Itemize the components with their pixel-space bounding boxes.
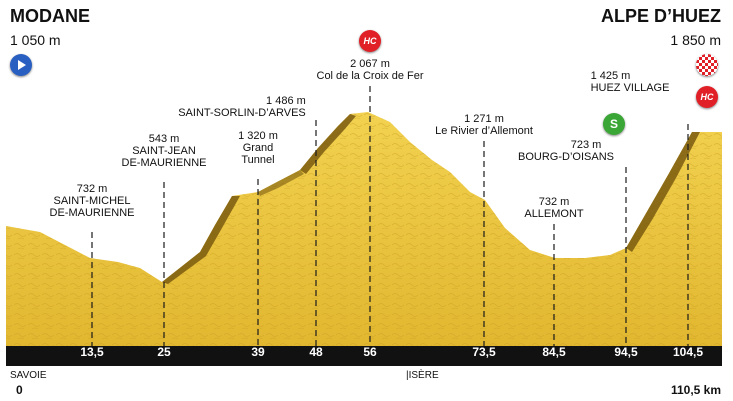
waypoint-rivier: 1 271 m Le Rivier d’Allemont <box>435 113 533 137</box>
region-start: SAVOIE <box>10 370 47 381</box>
waypoint-altitude: 1 425 m <box>590 70 631 82</box>
region-change-marker: |ISÈRE <box>406 370 439 381</box>
waypoint-grand-tunnel: 1 320 m Grand Tunnel <box>238 130 278 166</box>
waypoint-name: HUEZ VILLAGE <box>590 82 670 94</box>
km-tick-label: 13,5 <box>80 345 104 359</box>
start-altitude: 1 050 m <box>10 32 61 48</box>
hc-climb-icon: HC <box>359 30 381 52</box>
waypoint-bourg-d-oisans: 723 m BOURG-D’OISANS <box>518 139 614 163</box>
km-tick-label: 84,5 <box>542 345 566 359</box>
waypoint-altitude: 1 271 m <box>464 113 504 125</box>
waypoint-name: SAINT-SORLIN-D’ARVES <box>178 107 306 119</box>
sprint-icon: S <box>603 113 625 135</box>
waypoint-huez-village: 1 425 m HUEZ VILLAGE <box>591 70 670 94</box>
km-tick-label: 56 <box>363 345 377 359</box>
finish-flag-icon <box>696 54 718 76</box>
waypoint-altitude: 723 m <box>570 139 602 151</box>
waypoint-saint-jean: 543 m SAINT-JEAN DE-MAURIENNE <box>122 133 207 169</box>
waypoint-altitude: 732 m <box>538 196 570 208</box>
km-tick-label: 48 <box>309 345 323 359</box>
km-tick-label: 94,5 <box>614 345 638 359</box>
waypoint-altitude: 1 320 m <box>238 130 278 142</box>
region-change-label: ISÈRE <box>408 370 439 381</box>
start-arrow-icon <box>10 54 32 76</box>
waypoint-name: BOURG-D’OISANS <box>518 151 614 163</box>
waypoint-name: SAINT-MICHEL <box>53 195 131 207</box>
km-tick-label: 25 <box>157 345 171 359</box>
waypoint-name: DE-MAURIENNE <box>121 157 207 169</box>
waypoint-name: DE-MAURIENNE <box>49 207 135 219</box>
finish-km: 110,5 km <box>670 383 721 397</box>
km-axis-bar <box>6 346 722 366</box>
waypoint-name: Le Rivier d’Allemont <box>435 125 533 137</box>
waypoint-altitude: 543 m <box>148 133 180 145</box>
waypoint-allemont: 732 m ALLEMONT <box>524 196 583 220</box>
km-tick-label: 104,5 <box>672 345 704 359</box>
waypoint-name: Grand <box>242 142 274 154</box>
waypoint-saint-michel: 732 m SAINT-MICHEL DE-MAURIENNE <box>50 183 135 219</box>
waypoint-altitude: 732 m <box>76 183 108 195</box>
km-tick-label: 73,5 <box>472 345 496 359</box>
waypoint-name: Tunnel <box>241 154 275 166</box>
waypoint-name: Col de la Croix de Fer <box>316 70 424 82</box>
terrain-area <box>6 112 722 346</box>
start-km: 0 <box>16 383 23 397</box>
finish-city: ALPE D’HUEZ <box>600 6 721 26</box>
waypoint-saint-sorlin: 1 486 m SAINT-SORLIN-D’ARVES <box>178 95 306 119</box>
start-city: MODANE <box>10 6 90 26</box>
waypoint-name: ALLEMONT <box>524 208 584 220</box>
km-tick-label: 39 <box>251 345 265 359</box>
waypoint-name: SAINT-JEAN <box>132 145 196 157</box>
waypoint-altitude: 1 486 m <box>266 95 306 107</box>
waypoint-croix-de-fer: 2 067 m Col de la Croix de Fer <box>317 58 424 82</box>
waypoint-altitude: 2 067 m <box>350 58 390 70</box>
finish-altitude: 1 850 m <box>670 32 721 48</box>
km-guide-lines <box>91 86 689 346</box>
hc-climb-icon: HC <box>696 86 718 108</box>
